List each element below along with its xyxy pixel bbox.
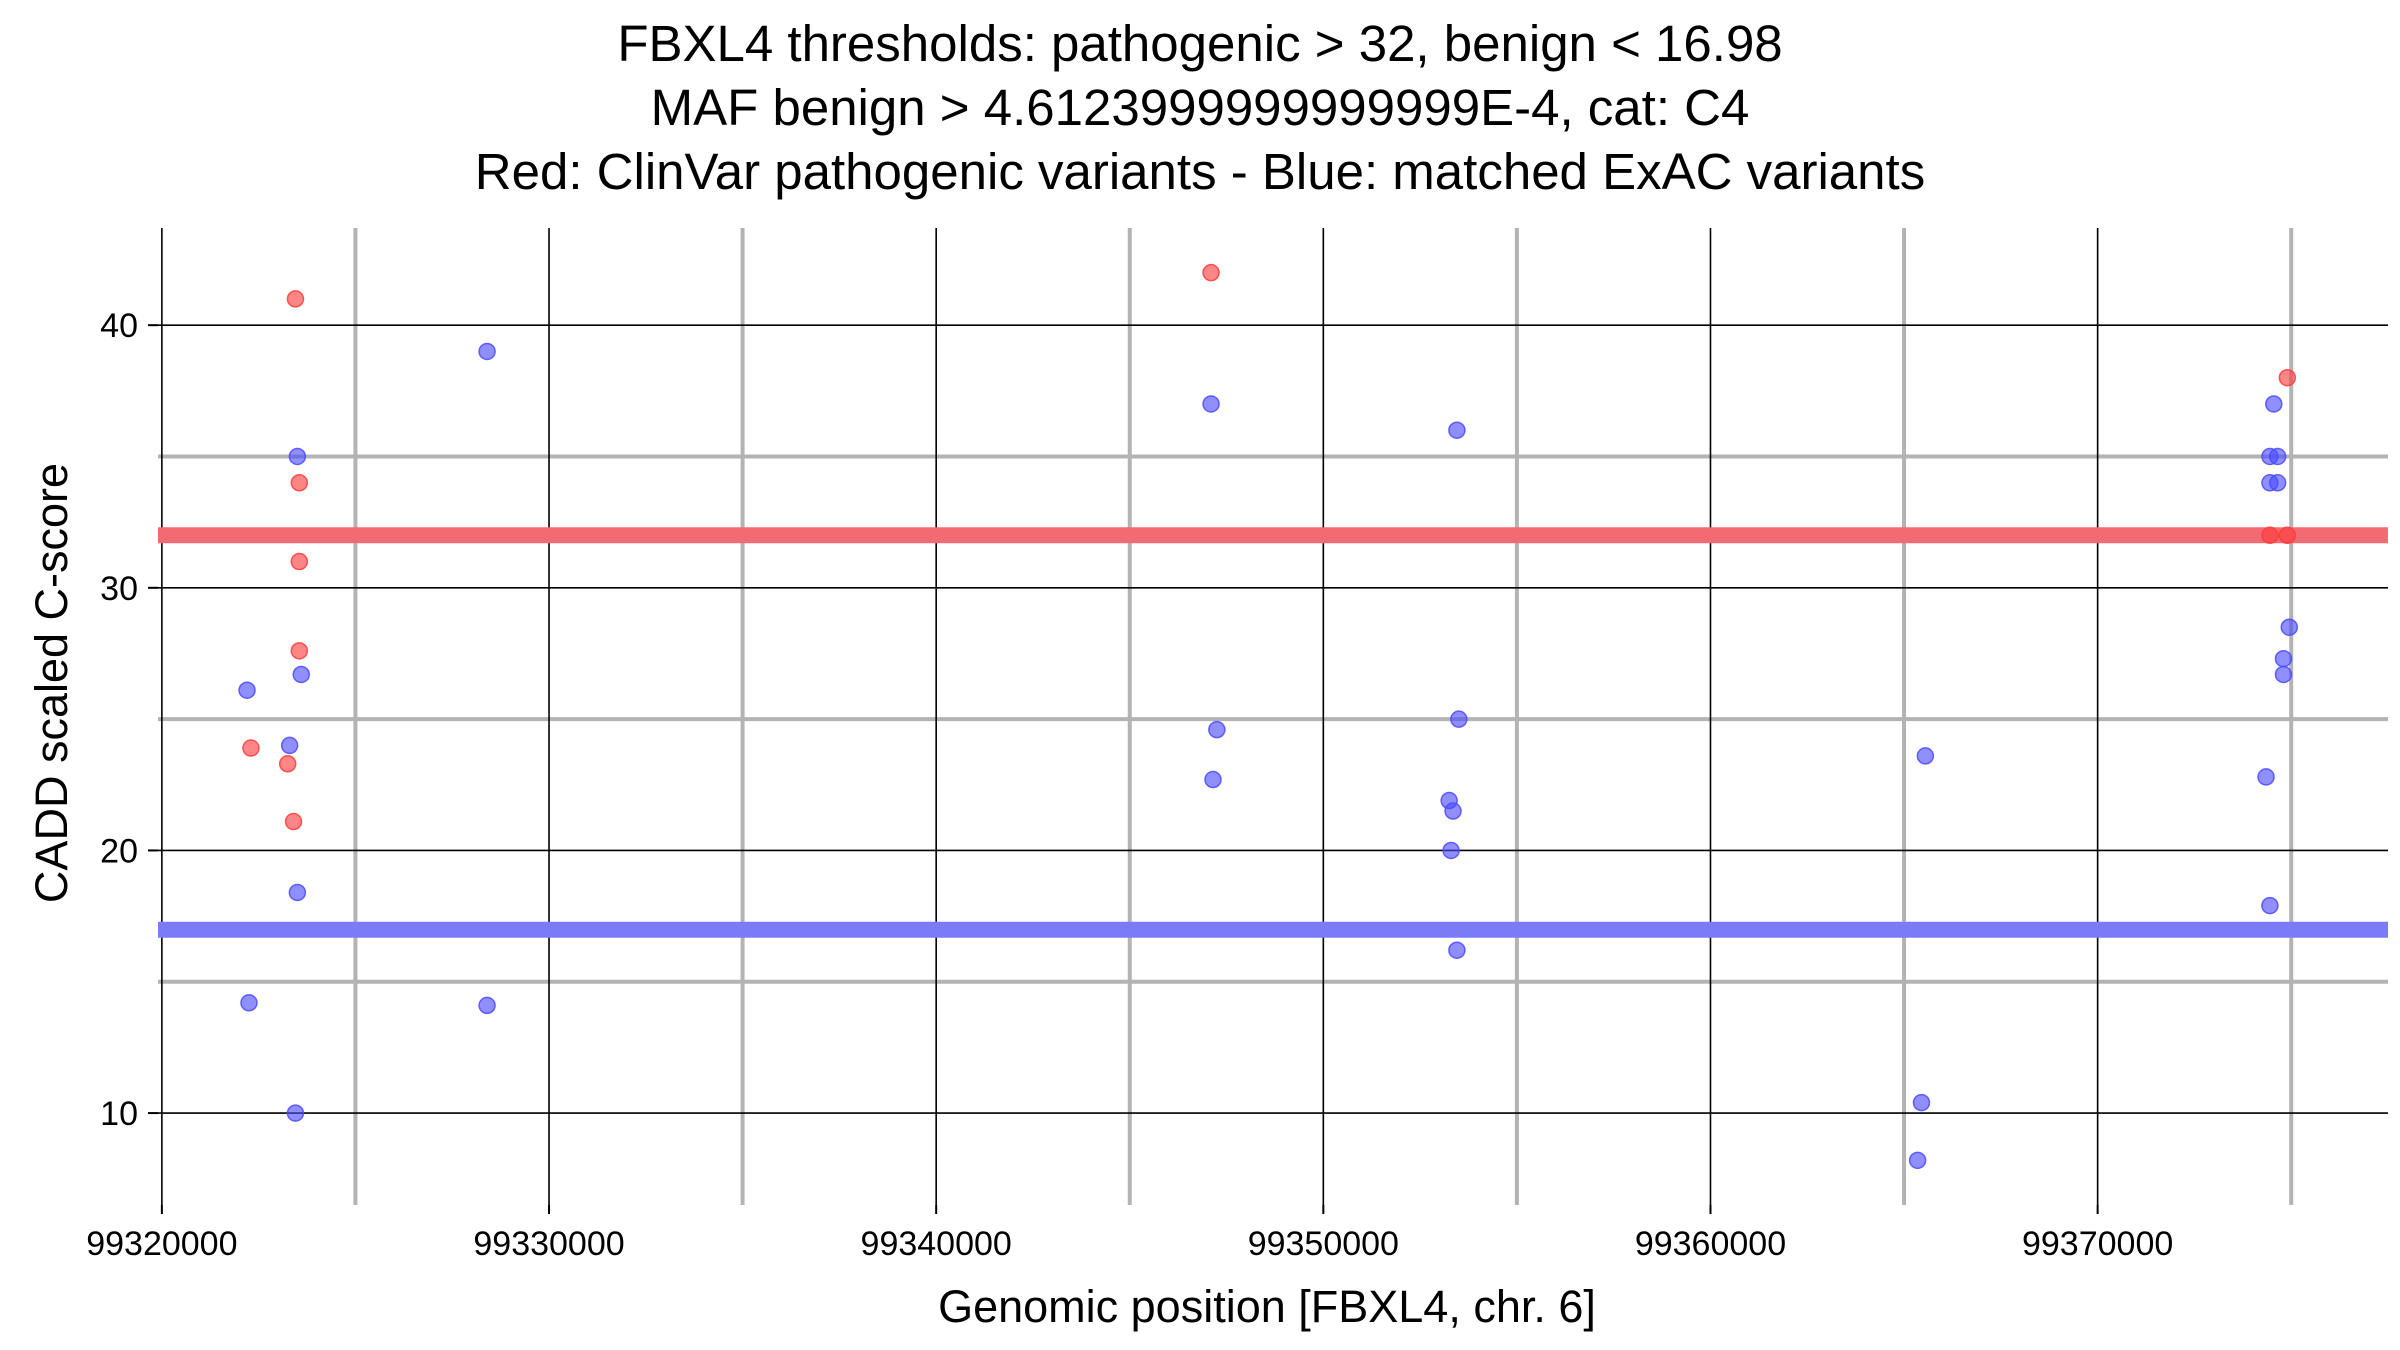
exac-point bbox=[478, 996, 496, 1015]
y-tick-label: 20 bbox=[100, 832, 138, 870]
exac-point bbox=[1450, 710, 1468, 728]
exac-point bbox=[2274, 665, 2293, 684]
title-line-1: FBXL4 thresholds: pathogenic > 32, benig… bbox=[617, 15, 1783, 72]
exac-point bbox=[2261, 896, 2279, 915]
pathogenic-point bbox=[290, 642, 309, 660]
exac-point bbox=[2257, 768, 2275, 786]
x-tick-label: 99320000 bbox=[86, 1225, 237, 1263]
exac-point bbox=[478, 342, 496, 361]
exac-point bbox=[280, 736, 299, 755]
x-tick-label: 99360000 bbox=[1635, 1225, 1786, 1263]
chart-title: FBXL4 thresholds: pathogenic > 32, benig… bbox=[0, 12, 2400, 204]
x-tick-label: 99330000 bbox=[473, 1225, 624, 1263]
exac-point bbox=[292, 665, 310, 684]
exac-point bbox=[1442, 841, 1460, 860]
pathogenic-point bbox=[290, 474, 309, 492]
minor-gridlines bbox=[158, 228, 2388, 1205]
exac-point bbox=[2265, 395, 2283, 413]
pathogenic-point bbox=[278, 755, 297, 773]
exac-point bbox=[240, 994, 258, 1012]
exac-point bbox=[288, 883, 307, 902]
exac-point bbox=[1202, 395, 1220, 413]
exac-point bbox=[1448, 941, 1466, 959]
exac-point bbox=[1916, 747, 1935, 765]
exac-point bbox=[1204, 770, 1222, 789]
exac-point bbox=[286, 1104, 305, 1122]
y-axis-ticks: 10 20 30 40 bbox=[100, 307, 158, 1133]
pathogenic-point bbox=[1202, 263, 1220, 282]
exac-point bbox=[2274, 649, 2293, 668]
pathogenic-point bbox=[2261, 526, 2279, 545]
y-tick-label: 40 bbox=[100, 307, 138, 345]
pathogenic-point bbox=[284, 812, 303, 831]
title-line-3: Red: ClinVar pathogenic variants - Blue:… bbox=[474, 143, 1926, 200]
title-line-2: MAF benign > 4.6123999999999999E-4, cat:… bbox=[650, 79, 1750, 136]
threshold-lines bbox=[158, 527, 2388, 938]
exac-point bbox=[288, 447, 307, 466]
major-gridlines bbox=[158, 228, 2388, 1205]
x-tick-label: 99350000 bbox=[1248, 1225, 1399, 1263]
x-tick-label: 99340000 bbox=[861, 1225, 1012, 1263]
exac-point bbox=[2268, 447, 2287, 466]
exac-point bbox=[1912, 1093, 1931, 1112]
pathogenic-point bbox=[290, 552, 309, 571]
exac-point bbox=[1208, 720, 1226, 739]
exac-point bbox=[238, 681, 256, 699]
y-tick-label: 30 bbox=[100, 570, 138, 608]
pathogenic-point bbox=[242, 739, 260, 757]
x-axis-label: Genomic position [FBXL4, chr. 6] bbox=[938, 1281, 1596, 1332]
exac-point bbox=[1908, 1151, 1927, 1170]
x-axis-ticks: 99320000 99330000 99340000 99350000 99360000… bbox=[86, 1205, 2173, 1263]
y-tick-label: 10 bbox=[100, 1095, 138, 1133]
pathogenic-point bbox=[2278, 526, 2297, 545]
exac-point bbox=[1444, 802, 1462, 820]
data-points bbox=[238, 263, 2299, 1170]
exac-point bbox=[1448, 421, 1466, 439]
x-tick-label: 99370000 bbox=[2022, 1225, 2173, 1263]
pathogenic-point bbox=[286, 290, 305, 308]
pathogenic-point bbox=[2278, 368, 2297, 387]
exac-point bbox=[2268, 474, 2287, 492]
exac-point bbox=[2280, 618, 2299, 636]
y-axis-label: CADD scaled C-score bbox=[26, 463, 77, 903]
